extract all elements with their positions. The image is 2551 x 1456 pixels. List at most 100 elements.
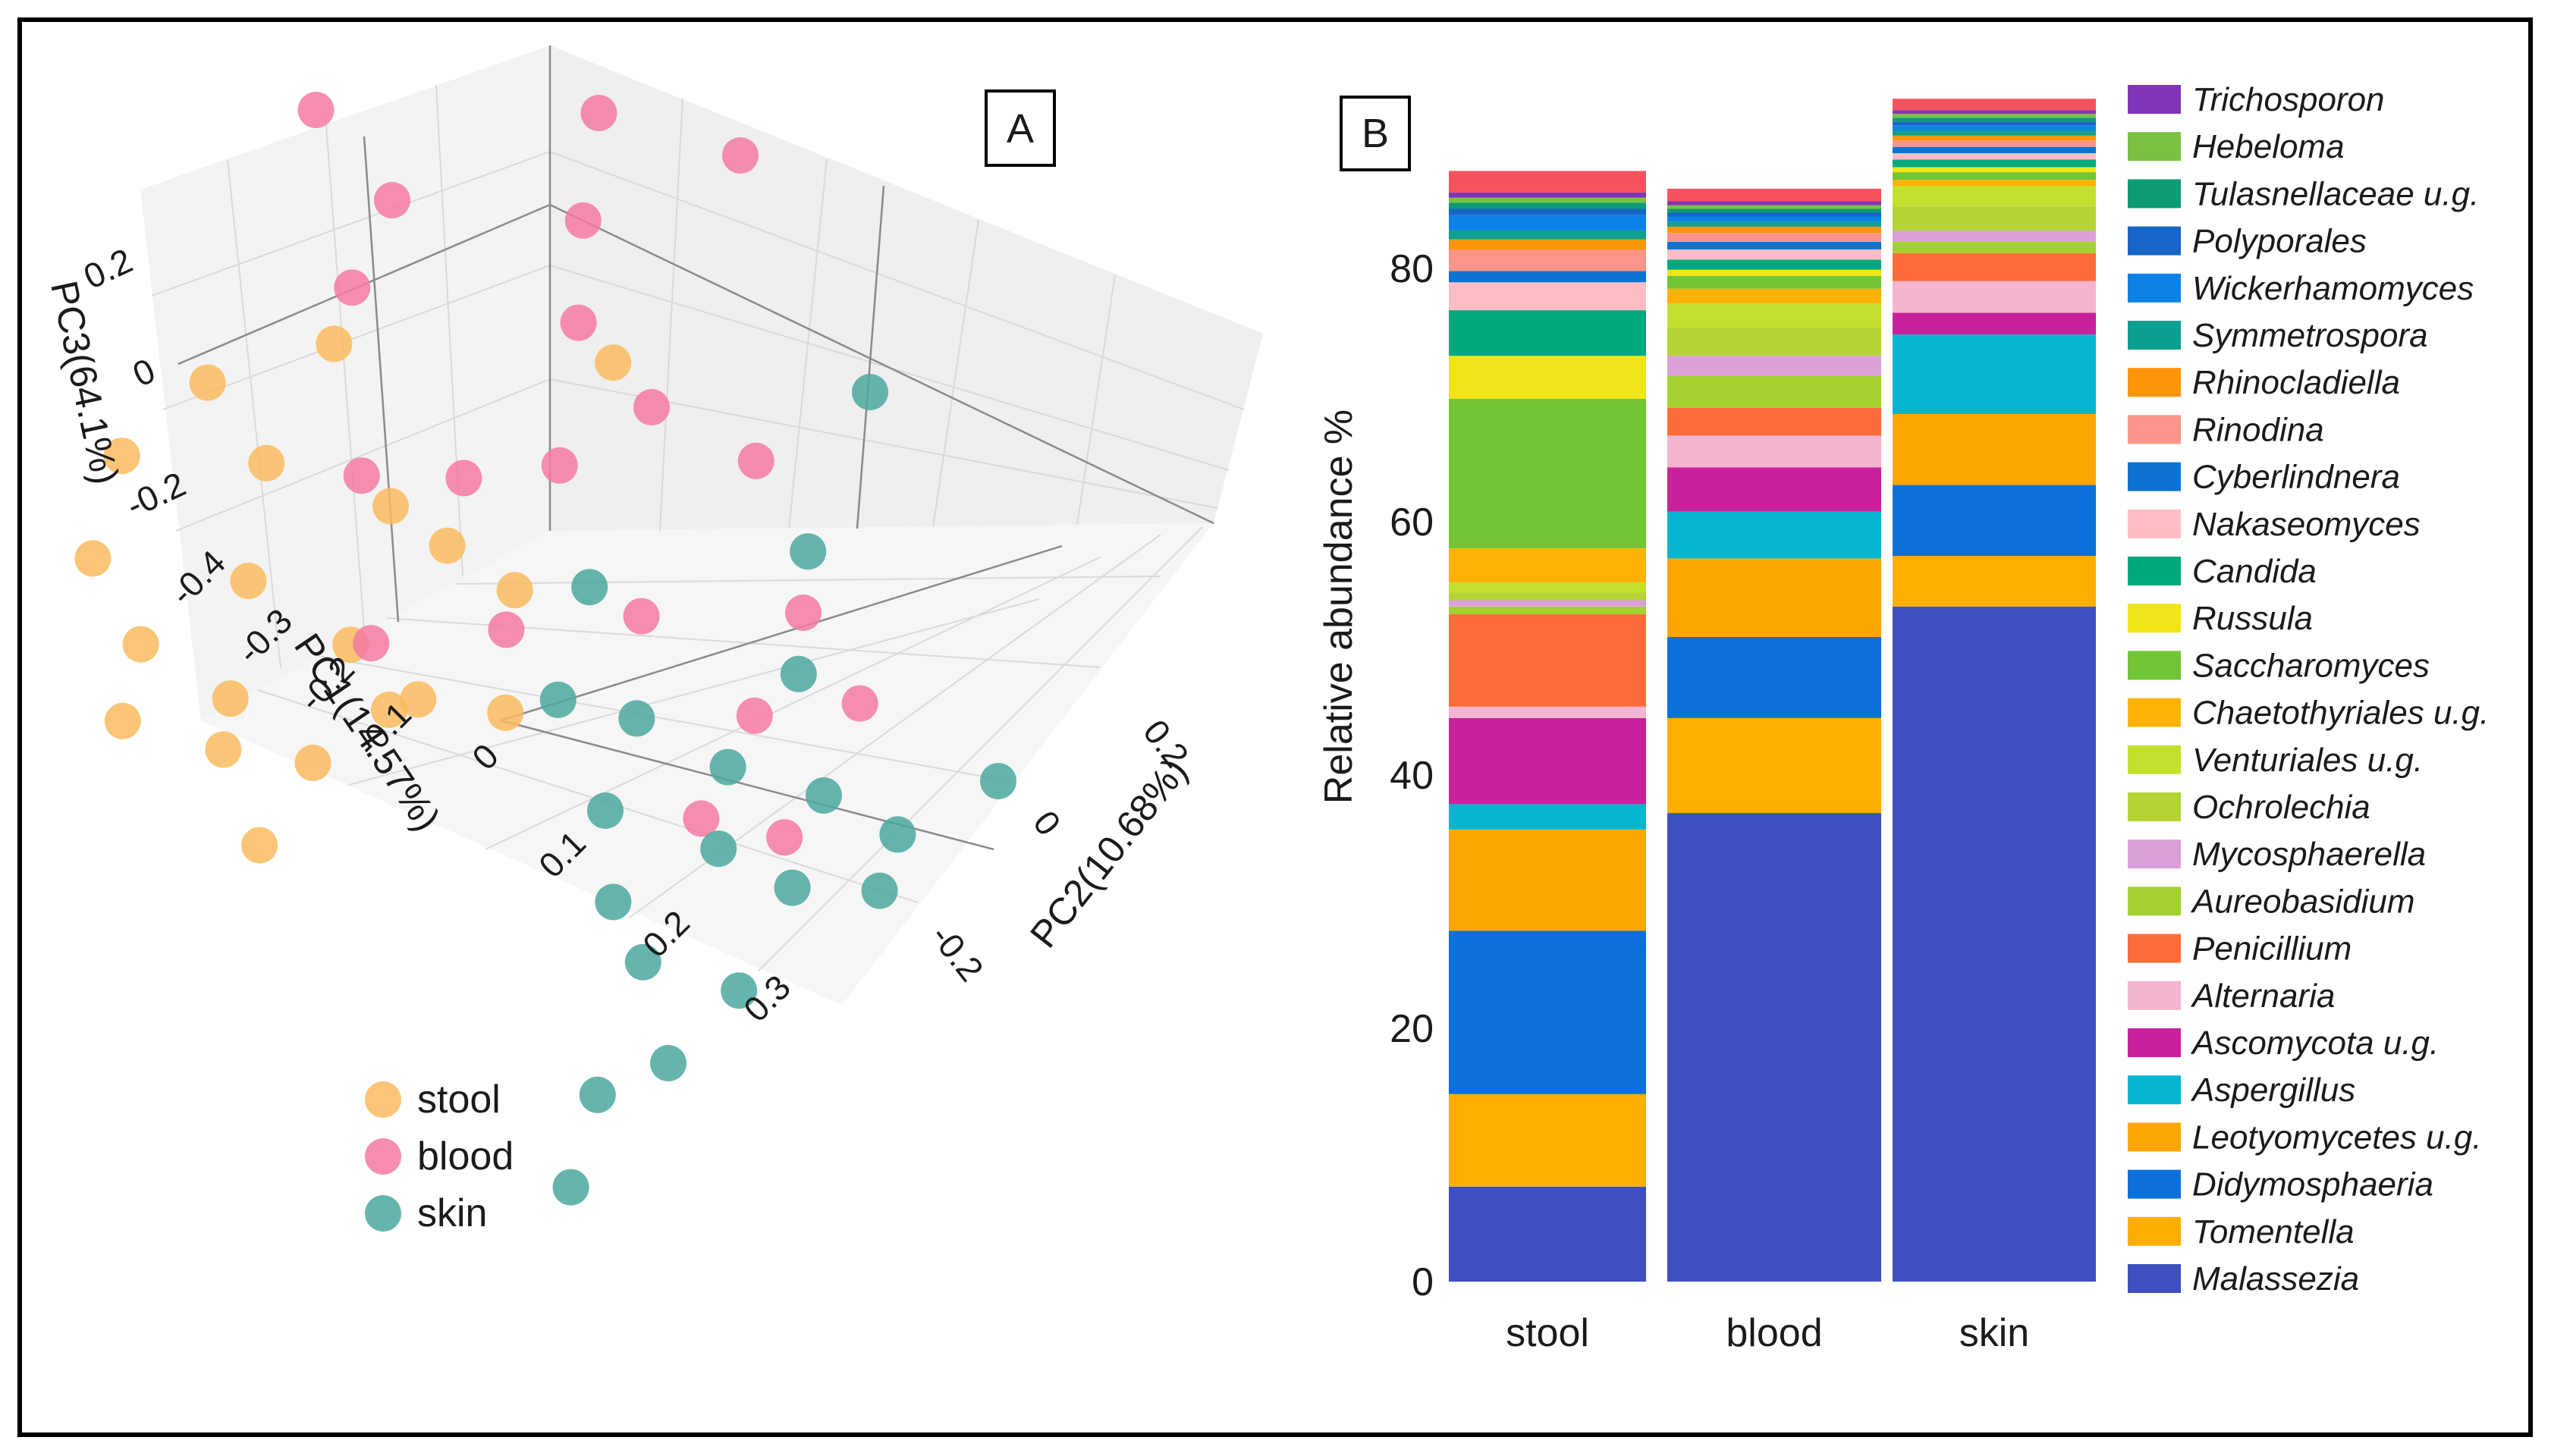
panel-b-stacked-bar: B Relative abundance % 0 20 40 60 80 stool bl… [1317, 81, 2489, 1355]
scatter-point-stool [371, 692, 407, 728]
legend-b: Trichosporon Hebeloma Tulasnellaceae u.g. P… [2128, 81, 2489, 1298]
legend-b-label: Rinodina [2192, 411, 2324, 448]
stacked-bars [1449, 99, 2096, 1282]
bar-segment-stool [1449, 548, 1646, 583]
scatter-point-stool [103, 438, 140, 475]
scatter-point-skin [618, 700, 655, 737]
pc2-tick: -0.2 [923, 917, 991, 988]
pc3-axis-label: PC3(64.1%) [42, 277, 127, 488]
bar-segment-blood [1667, 288, 1881, 304]
bar-segment-stool [1449, 239, 1646, 249]
bar-segment-stool [1449, 249, 1646, 271]
scatter-point-stool [316, 325, 353, 362]
axis-edges [178, 46, 1214, 851]
legend-b-label: Symmetrospora [2192, 317, 2428, 354]
legend-b-swatch [2128, 1264, 2181, 1293]
legend-a-swatch [365, 1138, 401, 1175]
scatter-point-blood [766, 819, 803, 856]
bar-segment-stool [1449, 356, 1646, 399]
category-label: skin [1959, 1311, 2029, 1355]
legend-b-label: Nakaseomyces [2192, 506, 2421, 543]
scatter-point-blood [580, 95, 617, 131]
legend-b-swatch [2128, 1028, 2181, 1057]
legend-b-swatch [2128, 792, 2181, 821]
scatter-point-blood [633, 389, 670, 425]
scatter-point-blood [683, 800, 720, 837]
bar-segment-skin [1893, 186, 2096, 207]
legend-b-swatch [2128, 1169, 2181, 1199]
bar-segment-blood [1667, 249, 1881, 260]
legend-b-swatch [2128, 651, 2181, 680]
bar-segment-blood [1667, 226, 1881, 234]
scatter-point-blood [343, 457, 380, 494]
scatter-point-stool [205, 731, 242, 768]
scatter-point-skin [980, 763, 1016, 799]
bar-segment-blood [1667, 205, 1881, 209]
scatter-point-blood [722, 137, 759, 174]
scatter-point-blood [541, 447, 578, 484]
bar-segment-blood [1667, 276, 1881, 289]
legend-b-label: Tomentella [2192, 1213, 2355, 1250]
scatter-point-blood [785, 595, 822, 631]
y-axis-label: Relative abundance % [1317, 410, 1361, 804]
bar-segment-skin [1893, 180, 2096, 187]
grid-lines [151, 84, 1245, 971]
bar-segment-skin [1893, 334, 2096, 414]
legend-b-label: Russula [2192, 600, 2313, 637]
scatter-point-skin [852, 374, 888, 410]
scatter-point-stool [189, 364, 226, 401]
scatter-point-stool [122, 626, 159, 663]
legend-b-label: Trichosporon [2192, 81, 2385, 118]
legend-b-label: Polyporales [2192, 223, 2367, 260]
scatter-point-skin [790, 533, 827, 570]
bar-segment-stool [1449, 202, 1646, 209]
legend-b-label: Wickerhamomyces [2192, 270, 2474, 307]
bar-segment-stool [1449, 930, 1646, 1094]
legend-b-swatch [2128, 226, 2181, 256]
bar-segment-skin [1893, 135, 2096, 141]
legend-a-swatch [365, 1195, 401, 1232]
legend-b-label: Cyberlindnera [2192, 459, 2400, 496]
legend-b-label: Malassezia [2192, 1260, 2359, 1298]
legend-b-swatch [2128, 981, 2181, 1010]
bar-segment-stool [1449, 706, 1646, 718]
scatter-point-blood [737, 442, 774, 479]
bar-segment-blood [1667, 241, 1881, 249]
bar-segment-stool [1449, 592, 1646, 601]
legend-b-swatch [2128, 415, 2181, 444]
bar-segment-stool [1449, 1186, 1646, 1282]
bar-segment-stool [1449, 310, 1646, 356]
scatter-point-skin [721, 972, 758, 1009]
scatter-point-skin [539, 681, 576, 718]
legend-b-swatch [2128, 179, 2181, 209]
scatter-point-blood [560, 304, 597, 341]
scatter-point-skin [861, 872, 898, 909]
bar-segment-skin [1893, 146, 2096, 153]
panel-b-label: B [1362, 111, 1389, 156]
scatter-point-blood [374, 182, 410, 218]
bar-segment-blood [1667, 233, 1881, 242]
scatter-point-stool [248, 444, 285, 482]
bar-segment-blood [1667, 303, 1881, 328]
bar-segment-skin [1893, 312, 2096, 334]
scatter-point-blood [736, 697, 773, 734]
bar-segment-blood [1667, 269, 1881, 276]
scatter-point-blood [334, 269, 371, 306]
panel-a-3d-scatter: 0.2 0 -0.2 PC3(64.1%) -0.4 -0.3 -0.2 -0.… [42, 46, 1263, 1235]
panel-b-label-box [1340, 96, 1411, 171]
legend-b-label: Penicillium [2192, 930, 2352, 968]
bar-segment-blood [1667, 188, 1881, 202]
scatter-points [74, 92, 1016, 1206]
bar-segment-stool [1449, 600, 1646, 607]
bar-segment-blood [1667, 328, 1881, 356]
legend-b-label: Aspergillus [2190, 1072, 2355, 1109]
bar-segment-blood [1667, 375, 1881, 408]
bar-segment-stool [1449, 717, 1646, 805]
bar-segment-blood [1667, 637, 1881, 718]
legend-b-label: Chaetothyriales u.g. [2192, 695, 2489, 732]
back-wall [550, 46, 1263, 531]
scatter-point-stool [487, 694, 524, 731]
bar-segment-stool [1449, 171, 1646, 193]
